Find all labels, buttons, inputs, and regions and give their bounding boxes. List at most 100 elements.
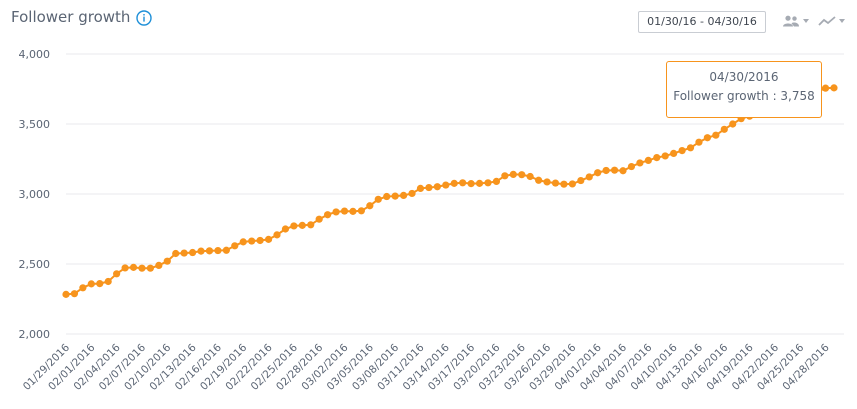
data-point: [627, 162, 636, 171]
data-point: [121, 264, 129, 272]
data-point: [568, 180, 576, 188]
data-point: [307, 221, 315, 229]
data-point: [180, 249, 188, 257]
data-point: [155, 261, 163, 269]
data-point: [113, 270, 121, 278]
data-point: [610, 166, 619, 174]
data-point: [70, 290, 79, 298]
data-point: [146, 264, 154, 272]
data-point: [332, 208, 340, 216]
data-point: [551, 179, 560, 187]
data-point: [231, 242, 239, 250]
data-point: [298, 221, 306, 229]
data-point: [653, 154, 661, 162]
data-point: [281, 225, 290, 233]
panel-header: Follower growth 01/30/16 - 04/30/16: [0, 0, 857, 40]
data-point: [248, 237, 256, 245]
data-point: [442, 181, 450, 189]
data-point: [509, 170, 517, 178]
y-tick-label: 2,000: [19, 328, 51, 341]
y-tick-label: 2,500: [19, 258, 51, 271]
chevron-down-icon: [839, 19, 845, 23]
data-point: [678, 147, 686, 155]
y-tick-label: 4,000: [19, 48, 51, 61]
data-point: [79, 284, 87, 292]
data-point: [450, 179, 458, 187]
data-point: [821, 84, 830, 92]
data-point: [830, 84, 838, 92]
data-point: [357, 207, 365, 215]
data-point: [399, 191, 408, 199]
data-point: [172, 249, 180, 258]
chart-tooltip: 04/30/2016 Follower growth : 3,758: [666, 61, 822, 118]
data-point: [366, 202, 374, 210]
data-point: [594, 169, 602, 177]
tooltip-value: 3,758: [780, 89, 815, 103]
data-point: [602, 166, 610, 175]
data-point: [636, 159, 644, 167]
data-point: [383, 192, 391, 201]
tooltip-date: 04/30/2016: [709, 70, 779, 84]
tooltip-separator: :: [768, 89, 781, 103]
data-point: [188, 248, 197, 257]
data-point: [543, 178, 551, 186]
data-point: [197, 247, 205, 255]
date-range-picker[interactable]: 01/30/16 - 04/30/16: [638, 11, 766, 33]
data-point: [349, 207, 357, 215]
data-point: [712, 131, 720, 139]
data-point: [62, 290, 70, 298]
data-point: [644, 156, 652, 164]
data-point: [535, 176, 543, 184]
data-point: [619, 167, 627, 175]
series-line: [65, 86, 835, 296]
data-point: [138, 264, 146, 272]
data-point: [695, 138, 703, 146]
data-point: [560, 180, 568, 188]
tooltip-value-row: Follower growth : 3,758: [667, 89, 821, 103]
data-point: [577, 176, 585, 185]
data-point: [129, 263, 138, 271]
data-point: [467, 180, 475, 188]
people-icon: [783, 15, 799, 27]
data-point: [459, 179, 467, 187]
data-point: [315, 215, 323, 223]
data-point: [205, 247, 214, 255]
data-point: [324, 211, 332, 219]
data-point: [661, 152, 669, 160]
data-point: [670, 149, 678, 157]
info-icon[interactable]: [136, 10, 152, 26]
data-point: [729, 120, 737, 128]
data-point: [703, 134, 712, 142]
chart-title: Follower growth: [11, 8, 131, 26]
data-point: [501, 172, 509, 180]
data-point: [239, 238, 247, 246]
data-point: [720, 125, 728, 133]
data-point: [87, 280, 95, 288]
data-point: [433, 183, 441, 191]
data-point: [492, 177, 501, 185]
data-point: [416, 184, 425, 192]
data-point: [391, 192, 399, 200]
data-point: [222, 246, 230, 254]
data-point: [104, 277, 112, 286]
data-point: [518, 171, 526, 179]
data-point: [484, 179, 492, 187]
audience-selector[interactable]: [782, 12, 809, 30]
data-point: [290, 222, 298, 230]
data-point: [96, 280, 104, 288]
data-point: [256, 236, 264, 245]
data-point: [264, 235, 273, 243]
tooltip-label: Follower growth: [673, 89, 769, 103]
data-point: [340, 207, 349, 215]
trend-line-icon: [818, 16, 836, 26]
data-point: [163, 257, 171, 265]
y-tick-label: 3,000: [19, 188, 51, 201]
y-tick-label: 3,500: [19, 118, 51, 131]
data-point: [425, 183, 433, 192]
chart-type-selector[interactable]: [818, 12, 845, 30]
data-point: [408, 189, 416, 198]
chevron-down-icon: [803, 19, 809, 23]
data-point: [686, 144, 695, 152]
data-point: [475, 179, 484, 187]
line-chart: 2,0002,5003,0003,5004,00001/29/201602/01…: [19, 48, 844, 393]
